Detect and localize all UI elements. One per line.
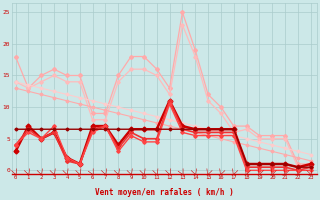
X-axis label: Vent moyen/en rafales ( km/h ): Vent moyen/en rafales ( km/h ) xyxy=(95,188,234,197)
